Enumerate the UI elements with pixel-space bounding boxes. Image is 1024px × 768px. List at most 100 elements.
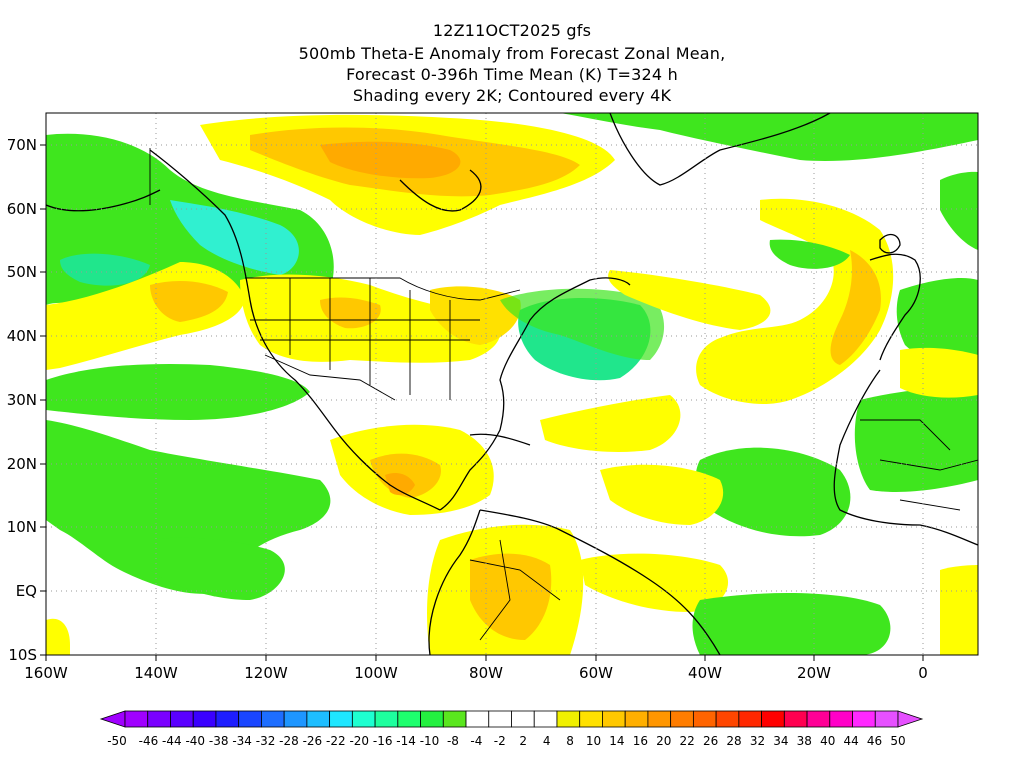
lat-label: 60N [7, 200, 37, 218]
colorbar-swatch [761, 710, 785, 728]
colorbar-swatch [715, 710, 740, 728]
lat-label: 70N [7, 136, 37, 154]
shade-sw-yellow [46, 618, 70, 655]
colorbar-swatch [442, 710, 467, 728]
colorbar-label: 44 [844, 734, 859, 748]
colorbar-swatch [192, 710, 217, 728]
colorbar-swatch [670, 710, 694, 728]
shade-pacific-green-mid [46, 363, 310, 420]
colorbar-label: 38 [797, 734, 812, 748]
colorbar-label: -46 [139, 734, 159, 748]
colorbar-label: 14 [609, 734, 624, 748]
coast-uk [879, 233, 901, 254]
colorbar-swatch [579, 710, 603, 728]
colorbar-label: 50 [890, 734, 905, 748]
shade-atlantic-yellow-sw [540, 395, 681, 452]
colorbar-swatch [783, 710, 808, 728]
colorbar-swatch [306, 710, 331, 728]
border-us-states-1 [250, 278, 480, 400]
colorbar-label: 40 [820, 734, 835, 748]
colorbar-label: -22 [326, 734, 346, 748]
colorbar-swatch [624, 710, 649, 728]
coast-cuba [469, 433, 531, 446]
shade-atlantic-orange-arc [830, 250, 881, 365]
shade-trop-atlantic-yellow [600, 464, 724, 525]
colorbar-label: -8 [447, 734, 459, 748]
lat-label: EQ [16, 582, 37, 600]
lat-label: 50N [7, 263, 37, 281]
shade-central-america-dark-orange [385, 473, 415, 496]
coastlines [46, 113, 978, 655]
colorbar-swatch [420, 710, 444, 728]
shade-mid-atlantic-green [769, 239, 850, 269]
colorbar-right-arrow [897, 710, 924, 728]
shade-alaska-cyan [170, 200, 299, 275]
shade-pacific-orange-band [150, 280, 228, 322]
coast-north-america-east [439, 277, 631, 511]
colorbar-label: -20 [349, 734, 369, 748]
coast-north-america-west [149, 149, 441, 511]
shade-atlantic-yellow-band-2 [608, 270, 771, 330]
anomaly-shading [46, 113, 978, 655]
lon-label: 140W [134, 664, 178, 682]
title-line-1: 12Z11OCT2025 gfs [432, 21, 592, 40]
colorbar-swatch [465, 710, 490, 728]
lat-label: 10S [8, 646, 37, 664]
lat-label: 40N [7, 327, 37, 345]
border-us-canada [245, 277, 521, 301]
colorbar-label: -34 [232, 734, 252, 748]
colorbar-labels: -50 -46 -44 -40 -38 -34 -32 -28 -26 -22 -20 -16 -14-… [107, 734, 905, 748]
colorbar-swatch [329, 710, 353, 728]
tick-marks [40, 144, 924, 661]
shade-canada-dark-orange [320, 141, 461, 179]
colorbar-swatch [283, 710, 308, 728]
shade-south-america-orange [470, 553, 552, 640]
colorbar-label: -32 [256, 734, 276, 748]
colorbar-label: -50 [107, 734, 127, 748]
title-line-2: 500mb Theta-E Anomaly from Forecast Zona… [298, 44, 726, 63]
colorbar-swatch [556, 710, 581, 728]
colorbar-swatch [351, 710, 376, 728]
shade-trop-atlantic-green [695, 447, 851, 537]
lon-label: 60W [579, 664, 613, 682]
colorbar-left-arrow [99, 710, 126, 728]
lon-tick-labels: 160W 140W 120W 100W 80W 60W 40W 20W 0 [24, 664, 928, 682]
lon-label: 80W [469, 664, 503, 682]
colorbar-swatch [647, 710, 672, 728]
lat-label: 20N [7, 455, 37, 473]
lon-label: 40W [688, 664, 722, 682]
colorbar-swatch [397, 710, 421, 728]
lon-label: 120W [244, 664, 288, 682]
colorbar-swatch [874, 710, 899, 728]
colorbar-swatch [488, 710, 512, 728]
colorbar-swatch [374, 710, 399, 728]
colorbar-label: -16 [373, 734, 393, 748]
colorbar-label: 2 [519, 734, 527, 748]
colorbar-swatch [806, 710, 831, 728]
colorbar-swatch [147, 710, 171, 728]
colorbar-label: 10 [586, 734, 601, 748]
title-line-4: Shading every 2K; Contoured every 4K [352, 86, 672, 105]
lat-tick-labels: 70N 60N 50N 40N 30N 20N 10N EQ 10S [7, 136, 37, 664]
colorbar-swatch [170, 710, 194, 728]
colorbar-label: -40 [185, 734, 205, 748]
lon-label: 100W [354, 664, 398, 682]
lon-label: 0 [918, 664, 928, 682]
colorbar-swatch [533, 710, 558, 728]
shade-ne-atlantic-green [940, 171, 978, 250]
colorbar-swatch [124, 710, 149, 728]
colorbar-label: 20 [656, 734, 671, 748]
colorbar-label: 28 [726, 734, 741, 748]
shade-great-lakes-orange [320, 297, 381, 329]
colorbar-label: 26 [703, 734, 718, 748]
colorbar [99, 710, 924, 728]
plot-frame [45, 112, 979, 656]
lat-label: 10N [7, 518, 37, 536]
border-africa [860, 419, 978, 511]
colorbar-label: 22 [680, 734, 695, 748]
coast-greenland [609, 113, 831, 186]
colorbar-swatch [511, 710, 535, 728]
shade-atlantic-low-outer-green [500, 288, 665, 360]
colorbar-label: 32 [750, 734, 765, 748]
border-south-america [469, 539, 561, 641]
